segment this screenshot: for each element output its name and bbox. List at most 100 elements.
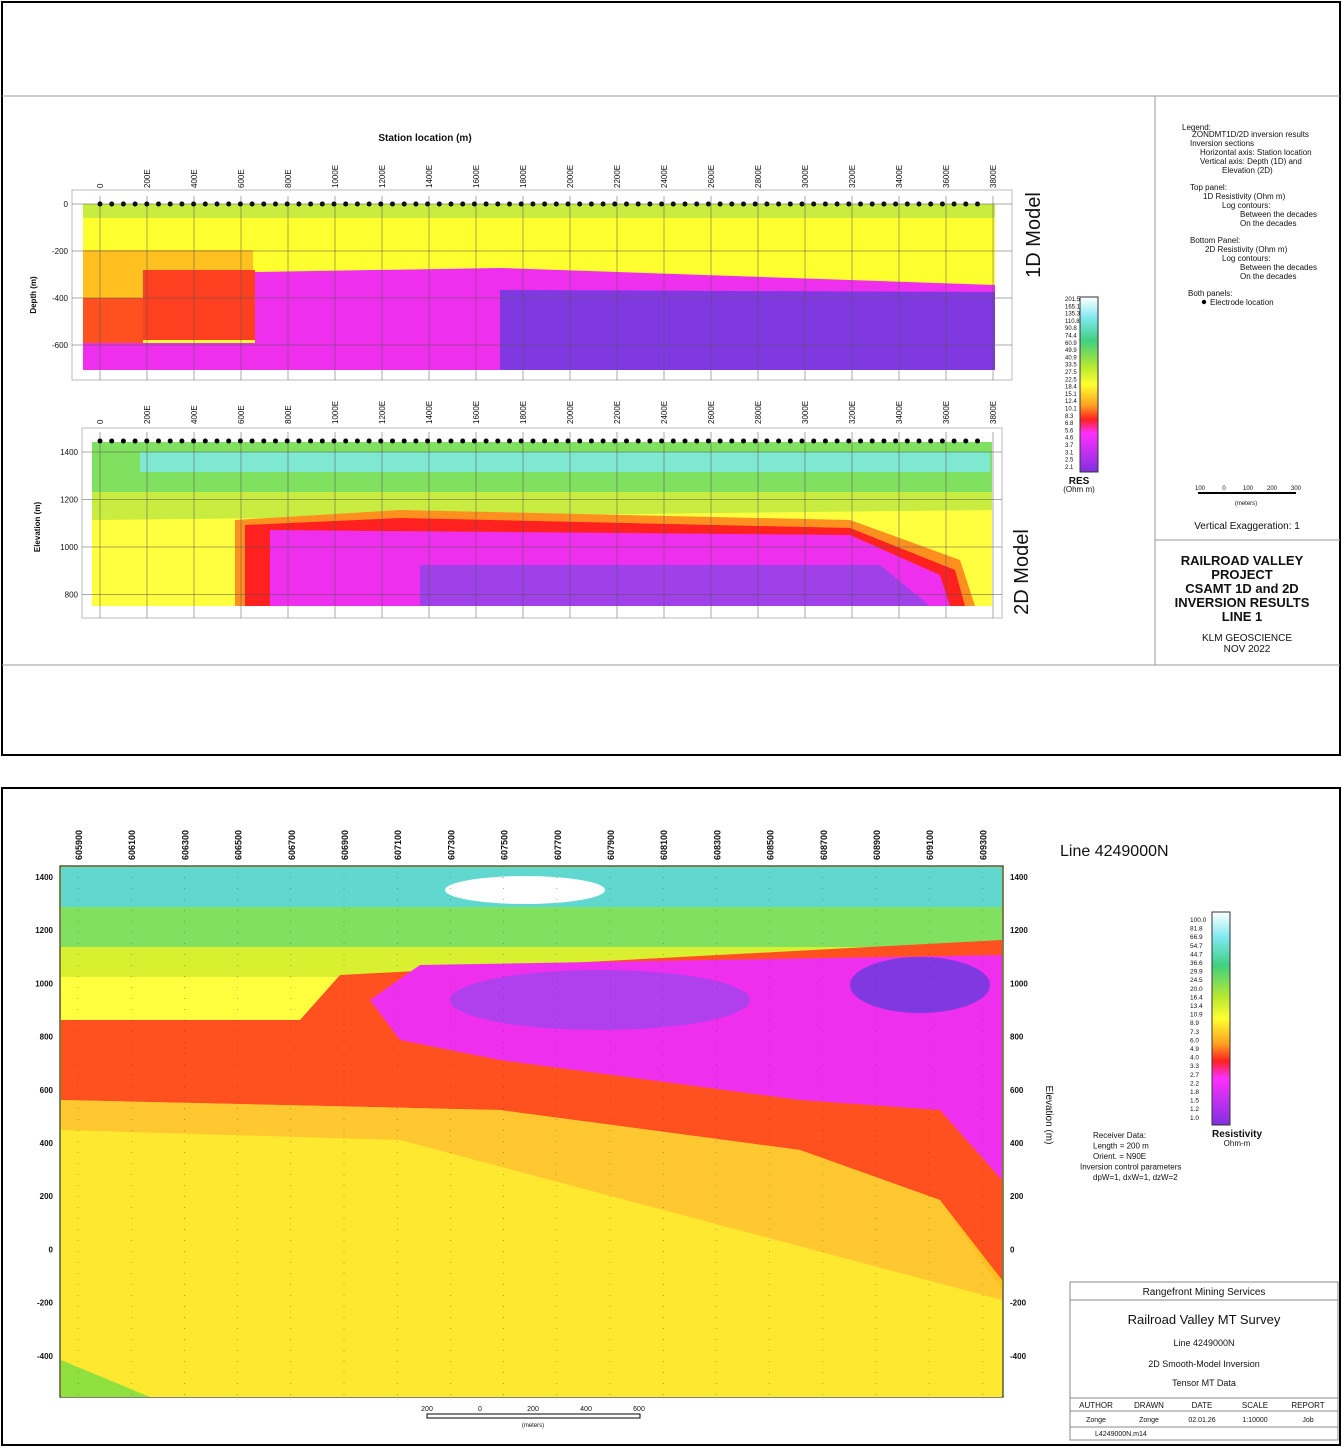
value: Zonge — [1086, 1417, 1106, 1424]
axis-title: Station location (m) — [378, 133, 471, 144]
colorbar-label: 24.5 — [1190, 977, 1203, 984]
station-label: 0 — [96, 183, 105, 188]
scale-label: 0 — [1222, 486, 1226, 492]
station-label: 607900 — [606, 830, 616, 860]
panel-1 — [1, 1, 1341, 756]
station-label: 1000E — [331, 401, 340, 424]
electrode — [331, 438, 337, 444]
scale-label: 200 — [1267, 486, 1278, 492]
colorbar-label: 44.7 — [1190, 951, 1203, 958]
header: DATE — [1192, 1401, 1213, 1410]
scale-label: 100 — [1195, 486, 1206, 492]
legend-text: Log contours: — [1222, 254, 1270, 263]
colorbar — [1079, 296, 1099, 473]
colorbar-label: 8.9 — [1190, 1020, 1199, 1027]
station-label: 3800E — [989, 401, 998, 424]
y-tick-label: 1400 — [1010, 873, 1028, 882]
station-label: 3600E — [942, 401, 951, 424]
electrode — [507, 438, 512, 444]
colorbar-label: 10.1 — [1065, 407, 1077, 413]
electrode — [881, 438, 887, 444]
colorbar — [1211, 911, 1231, 1126]
y-tick-label: 1000 — [60, 543, 78, 552]
title-line: INVERSION RESULTS — [1175, 595, 1310, 610]
y-tick-label: 1000 — [35, 979, 53, 988]
y-tick-label: 0 — [64, 200, 69, 209]
colorbar-label: 5.6 — [1065, 428, 1074, 434]
electrode — [659, 438, 665, 444]
date: NOV 2022 — [1224, 644, 1271, 655]
electrode — [822, 438, 828, 444]
station-label: 2000E — [566, 401, 575, 424]
value: Zonge — [1139, 1417, 1159, 1424]
station-label: 2200E — [613, 165, 622, 188]
station-label: 200E — [143, 169, 152, 188]
title-line: CSAMT 1D and 2D — [1185, 581, 1298, 596]
legend-text: Both panels: — [1188, 289, 1232, 298]
station-label: 607300 — [446, 830, 456, 860]
panel-label: 1D Model — [1023, 192, 1045, 278]
station-label: 606700 — [287, 830, 297, 860]
colorbar-label: 29.9 — [1190, 969, 1203, 976]
electrode — [202, 438, 208, 444]
electrode — [670, 438, 676, 444]
method: 2D Smooth-Model Inversion — [1148, 1359, 1260, 1369]
colorbar-label: 90.8 — [1065, 326, 1077, 332]
station-label: 1400E — [425, 165, 434, 188]
receiver-text: dpW=1, dxW=1, dzW=2 — [1093, 1173, 1178, 1182]
y-tick-label: -400 — [1010, 1352, 1027, 1361]
station-label: 1400E — [425, 401, 434, 424]
scale-label: 200 — [527, 1406, 539, 1413]
colorbar-label: 40.9 — [1065, 355, 1077, 361]
y-tick-label: 0 — [1010, 1245, 1015, 1254]
y-tick-label: 600 — [1010, 1086, 1024, 1095]
electrode — [97, 438, 103, 444]
colorbar-label: 8.3 — [1065, 414, 1074, 420]
y-tick-label: 600 — [40, 1086, 54, 1095]
colorbar-label: 7.3 — [1190, 1029, 1199, 1036]
station-label: 606300 — [180, 830, 190, 860]
electrode — [308, 438, 314, 444]
legend-marker — [1201, 299, 1207, 305]
colorbar-label: 33.5 — [1065, 363, 1077, 369]
receiver-text: Inversion control parameters — [1080, 1163, 1181, 1172]
electrode — [951, 438, 957, 444]
y-tick-label: 800 — [40, 1033, 54, 1042]
station-label: 1600E — [472, 401, 481, 424]
station-label: 2600E — [707, 165, 716, 188]
electrode — [284, 438, 290, 444]
colorbar-label: 36.6 — [1190, 960, 1203, 967]
line: Line 4249000N — [1173, 1338, 1234, 1348]
colorbar-label: 135.3 — [1065, 312, 1081, 318]
colorbar-label: 2.5 — [1065, 458, 1074, 464]
colorbar-label: 13.4 — [1190, 1003, 1203, 1010]
file: L4249000N.m14 — [1095, 1431, 1147, 1438]
colorbar-label: 15.1 — [1065, 392, 1077, 398]
electrode — [343, 438, 349, 444]
y-tick-label: -200 — [52, 247, 69, 256]
y-tick-label: 800 — [1010, 1033, 1024, 1042]
legend-text: Vertical axis: Depth (1D) and — [1200, 157, 1302, 166]
colorbar-label: 12.4 — [1065, 399, 1077, 405]
electrode — [705, 438, 711, 444]
axis-label: Elevation (m) — [1043, 1086, 1054, 1145]
station-label: 2800E — [754, 401, 763, 424]
electrode — [518, 438, 524, 444]
station-label: 605900 — [74, 830, 84, 860]
station-label: 1200E — [378, 401, 387, 424]
electrode — [273, 438, 278, 444]
legend-text: On the decades — [1240, 272, 1296, 281]
colorbar-label: 16.4 — [1190, 994, 1203, 1001]
electrode — [354, 438, 360, 444]
electrode — [378, 438, 384, 444]
company: KLM GEOSCIENCE — [1202, 633, 1292, 644]
legend-text: Between the decades — [1240, 263, 1317, 272]
colorbar-label: 49.9 — [1065, 348, 1077, 354]
electrode — [226, 438, 232, 444]
station-label: 1800E — [519, 165, 528, 188]
electrode — [694, 438, 700, 444]
colorbar-label: 6.8 — [1065, 421, 1074, 427]
station-label: 2600E — [707, 401, 716, 424]
electrode — [156, 438, 161, 444]
